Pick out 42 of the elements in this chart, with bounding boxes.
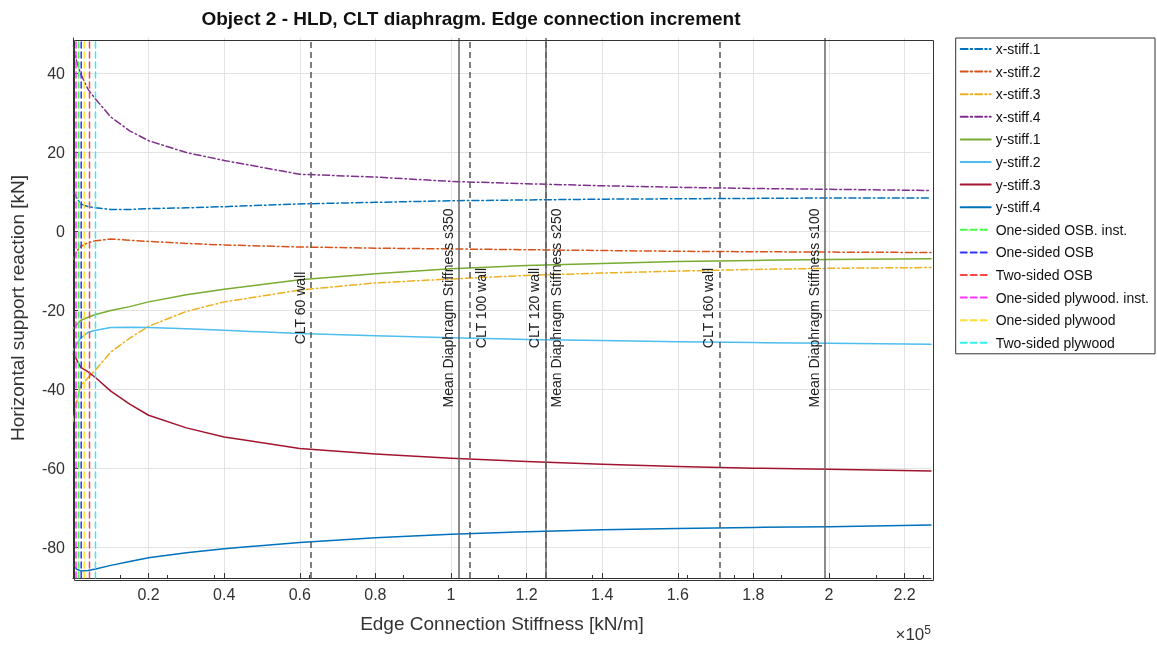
legend-label: One-sided OSB. inst. <box>995 221 1128 238</box>
ref-line-label: CLT 120 wall <box>526 267 543 349</box>
ref-line-label: Mean Diaphragm Stiffness s100 <box>806 208 823 408</box>
x-tick-label: 2 <box>824 585 834 603</box>
x-tick-label: 1.4 <box>591 585 614 603</box>
y-tick-label: 0 <box>56 223 66 241</box>
legend-label: Two-sided OSB <box>995 267 1093 283</box>
x-tick-label: 1.6 <box>666 585 689 603</box>
y-tick-label: -80 <box>41 539 66 557</box>
y-tick-label: 20 <box>47 144 66 162</box>
y-tick-label: -40 <box>41 381 66 399</box>
legend-label: One-sided plywood. inst. <box>995 289 1150 306</box>
legend-label: y-stiff.2 <box>995 154 1041 170</box>
ref-line-label: CLT 100 wall <box>472 267 489 349</box>
y-tick-label: 40 <box>47 65 66 83</box>
legend-label: Two-sided plywood <box>995 334 1115 351</box>
x-tick-label: 1.8 <box>742 585 765 603</box>
ref-line-label: Mean Diaphragm Stiffness s350 <box>439 208 456 408</box>
legend-label: x-stiff.2 <box>995 63 1041 80</box>
legend-label: y-stiff.4 <box>995 199 1041 216</box>
legend-label: x-stiff.1 <box>995 41 1041 57</box>
x-tick-label: 2.2 <box>893 585 916 603</box>
legend-label: One-sided plywood <box>995 312 1116 329</box>
y-axis-title: Horizontal support reaction [kN] <box>7 174 28 442</box>
x-tick-label: 0.4 <box>213 585 236 603</box>
x-tick-label: 1.2 <box>515 585 538 603</box>
ref-line-label: CLT 160 wall <box>700 267 717 349</box>
y-tick-label: -20 <box>41 302 66 320</box>
legend-label: One-sided OSB <box>995 244 1094 261</box>
legend-label: x-stiff.4 <box>995 108 1041 125</box>
x-tick-label: 0.8 <box>364 585 387 603</box>
legend-label: y-stiff.1 <box>995 131 1041 148</box>
legend-label: x-stiff.3 <box>995 86 1041 103</box>
ref-line-label: CLT 60 wall <box>292 271 309 345</box>
x-axis-title: Edge Connection Stiffness [kN/m] <box>360 613 644 634</box>
chart-title: Object 2 - HLD, CLT diaphragm. Edge connection increment <box>201 8 742 29</box>
x-tick-label: 0.2 <box>137 585 160 603</box>
y-tick-label: -60 <box>41 460 66 478</box>
x-tick-label: 1 <box>446 585 456 603</box>
legend-label: y-stiff.3 <box>995 176 1041 193</box>
x-tick-label: 0.6 <box>288 585 311 603</box>
ref-line-label: Mean Diaphragm Stiffness s250 <box>548 208 565 408</box>
